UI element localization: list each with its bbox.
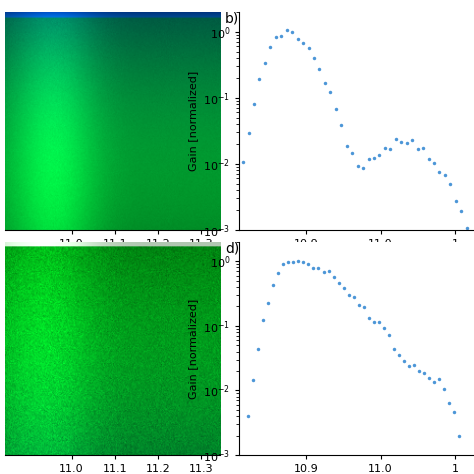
Text: d): d) <box>225 242 239 256</box>
X-axis label: Frequency [GHz]: Frequency [GHz] <box>64 255 162 267</box>
Y-axis label: Gain [normalized]: Gain [normalized] <box>188 71 198 171</box>
X-axis label: Frequency: Frequency <box>346 255 407 267</box>
Y-axis label: Gain [normalized]: Gain [normalized] <box>188 298 198 399</box>
Text: b): b) <box>225 12 239 26</box>
